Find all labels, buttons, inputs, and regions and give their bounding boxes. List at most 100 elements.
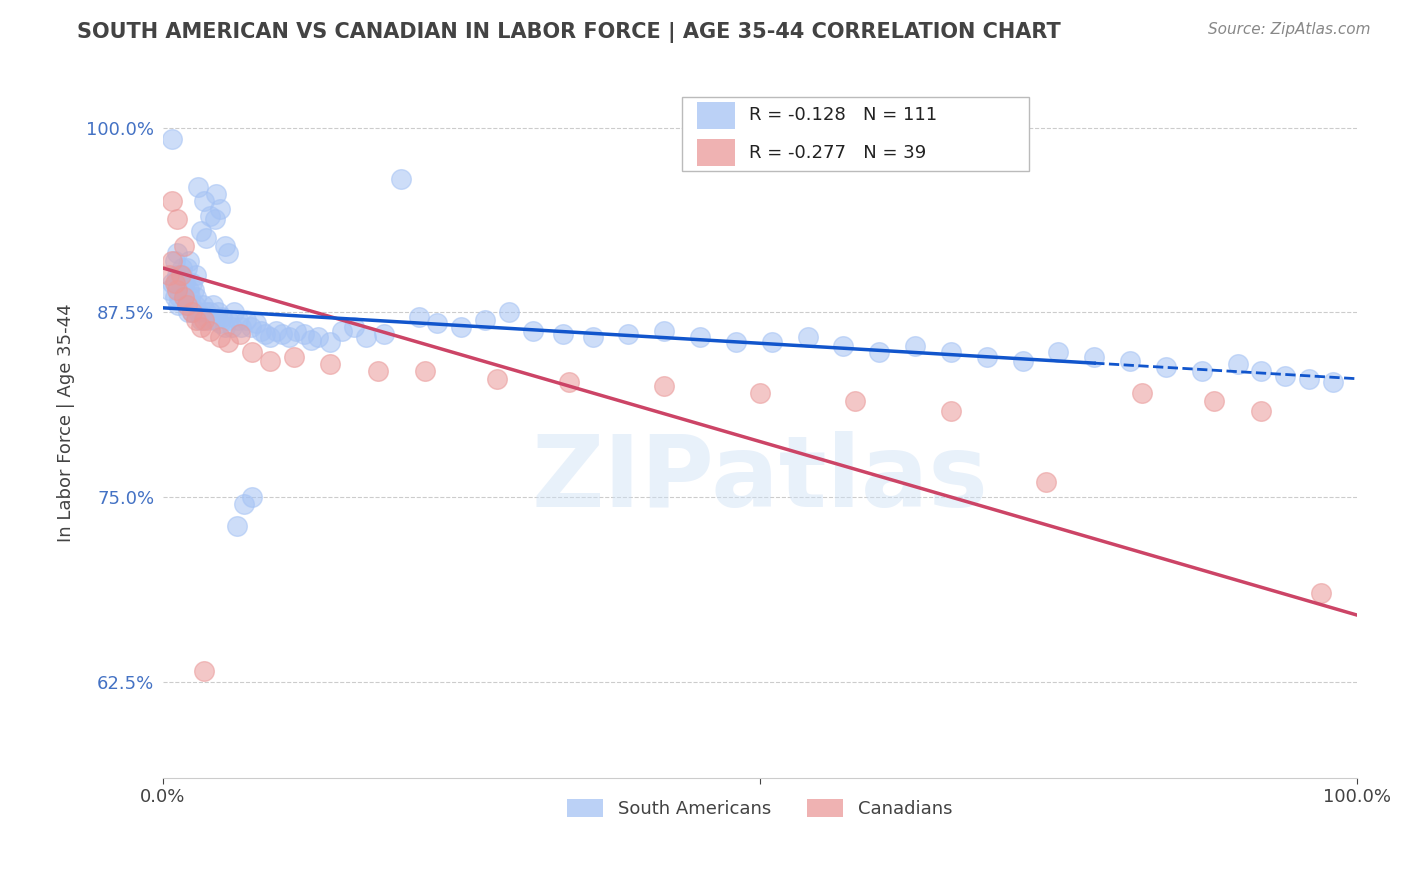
Point (177, 253, 200, 268)
Point (208, 330, 231, 344)
Point (1250, 364, 1272, 378)
Point (1298, 372, 1320, 386)
Point (181, 276, 204, 290)
Point (193, 664, 215, 678)
Point (208, 202, 231, 216)
FancyBboxPatch shape (696, 139, 735, 166)
Point (163, 276, 186, 290)
Point (160, 132, 183, 146)
Point (367, 364, 389, 378)
Point (689, 330, 711, 344)
Y-axis label: In Labor Force | Age 35-44: In Labor Force | Age 35-44 (58, 304, 75, 542)
Point (939, 345, 962, 359)
Point (1047, 345, 1070, 359)
Point (868, 345, 890, 359)
Point (1250, 404, 1272, 418)
Point (319, 334, 342, 349)
Point (190, 320, 212, 334)
Point (205, 187, 228, 202)
Point (240, 320, 263, 334)
Point (180, 298, 202, 312)
Point (183, 283, 205, 297)
Point (187, 179, 209, 194)
Point (176, 298, 198, 312)
Point (214, 320, 236, 334)
Point (181, 305, 204, 319)
Point (166, 246, 188, 260)
Point (173, 290, 195, 304)
Legend: South Americans, Canadians: South Americans, Canadians (560, 791, 959, 825)
Point (194, 231, 217, 245)
Point (1130, 386, 1153, 401)
Point (177, 305, 200, 319)
Point (166, 212, 188, 227)
Point (240, 490, 263, 504)
Point (1274, 368, 1296, 383)
Point (498, 305, 520, 319)
Point (169, 268, 191, 283)
Point (271, 327, 294, 342)
Point (184, 298, 207, 312)
Point (217, 334, 239, 349)
FancyBboxPatch shape (682, 97, 1029, 171)
Point (160, 194, 183, 209)
Point (208, 316, 231, 330)
Point (259, 330, 281, 344)
Point (581, 330, 603, 344)
Point (319, 357, 342, 371)
Point (724, 334, 747, 349)
Point (170, 260, 193, 275)
Point (1322, 375, 1344, 389)
Point (166, 268, 188, 283)
Point (176, 260, 198, 275)
Point (408, 310, 430, 324)
FancyBboxPatch shape (696, 102, 735, 129)
Point (179, 290, 201, 304)
Point (652, 379, 675, 393)
Point (225, 519, 247, 533)
Point (285, 325, 308, 339)
Point (522, 325, 544, 339)
Point (486, 372, 509, 386)
Point (204, 212, 226, 227)
Point (169, 290, 191, 304)
Point (426, 316, 449, 330)
Point (1083, 350, 1105, 364)
Point (194, 305, 217, 319)
Point (160, 253, 183, 268)
Point (173, 290, 195, 304)
Point (557, 375, 579, 389)
Point (354, 330, 377, 344)
Point (169, 276, 191, 290)
Point (184, 312, 207, 326)
Point (1298, 797, 1320, 812)
Point (217, 312, 239, 326)
Point (283, 350, 305, 364)
Point (832, 339, 855, 353)
Point (299, 334, 322, 348)
Point (172, 283, 194, 297)
Point (307, 330, 329, 344)
Point (163, 290, 186, 304)
Point (177, 283, 200, 297)
Point (235, 312, 257, 326)
Text: R = -0.128   N = 111: R = -0.128 N = 111 (749, 106, 938, 125)
Point (1154, 359, 1177, 374)
Text: ZIPatlas: ZIPatlas (531, 431, 988, 528)
Point (259, 354, 281, 368)
Point (1226, 357, 1249, 371)
Point (211, 310, 233, 324)
Point (226, 312, 249, 326)
Point (204, 312, 226, 326)
Point (232, 497, 254, 511)
Point (278, 330, 301, 344)
Text: R = -0.277   N = 39: R = -0.277 N = 39 (749, 144, 927, 161)
Point (415, 364, 437, 378)
Point (617, 327, 640, 342)
Point (166, 283, 188, 297)
Point (174, 276, 197, 290)
Point (193, 298, 215, 312)
Point (170, 268, 193, 283)
Point (157, 268, 180, 283)
Point (474, 312, 496, 326)
